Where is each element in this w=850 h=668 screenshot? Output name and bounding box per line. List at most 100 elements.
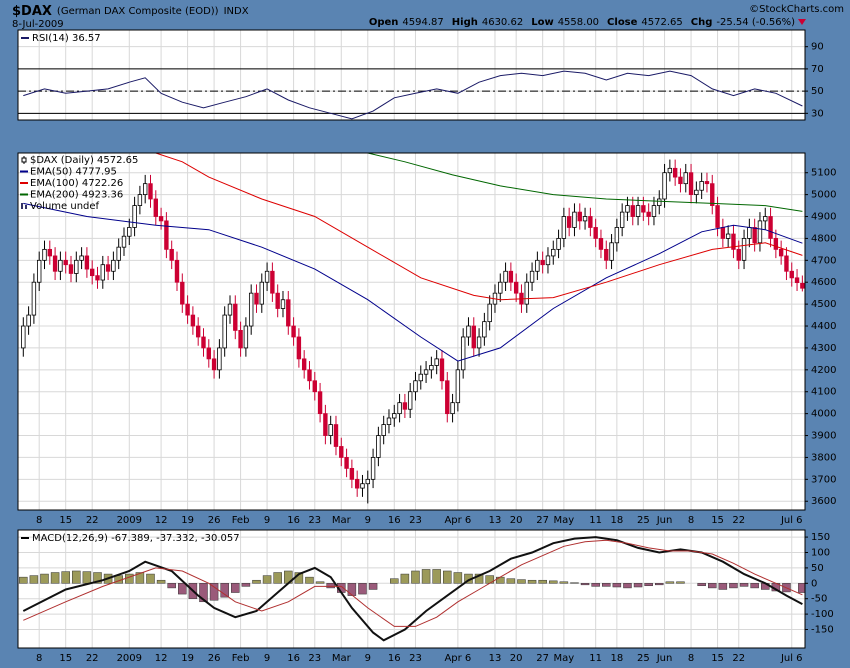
x-tick-label: Mar	[332, 653, 352, 664]
histogram-bar	[570, 582, 579, 584]
histogram-bar	[549, 580, 558, 584]
candle-body	[89, 268, 95, 277]
histogram-bar	[252, 579, 261, 584]
candle-body	[551, 248, 556, 257]
candle-body	[180, 281, 185, 305]
x-tick-label: 23	[409, 515, 422, 526]
x-tick-label: 20	[510, 515, 523, 526]
candle-body	[280, 299, 286, 309]
histogram-bar	[220, 583, 229, 598]
candle-body	[529, 270, 535, 283]
x-tick-label: 8	[688, 515, 694, 526]
candle-body	[402, 402, 408, 410]
histogram-bar	[178, 583, 187, 595]
label: Chg	[691, 17, 713, 28]
candle-body	[720, 227, 726, 239]
candle-body	[392, 413, 397, 419]
candle-body	[524, 281, 529, 305]
candle-body	[349, 467, 355, 480]
x-tick-label: 19	[181, 653, 194, 664]
y-tick-label: 3600	[811, 496, 836, 507]
x-tick-label: 15	[59, 515, 72, 526]
candle-body	[619, 211, 625, 228]
candle-body	[503, 270, 508, 283]
y-tick-label: 4200	[811, 365, 836, 376]
x-tick-label: 2009	[117, 653, 142, 664]
histogram-bar	[93, 572, 102, 584]
candle-body	[471, 325, 476, 349]
x-tick-label: 18	[610, 515, 623, 526]
candle-body	[482, 321, 487, 338]
y-tick-label: 70	[811, 64, 824, 75]
candle-body	[582, 216, 588, 222]
candle-body	[153, 198, 158, 217]
candle-body	[609, 242, 614, 261]
candle-body	[736, 248, 741, 261]
histogram-bar	[347, 583, 357, 596]
candle-body	[725, 233, 731, 239]
histogram-bar	[167, 583, 176, 589]
candle-body	[672, 167, 678, 178]
x-tick-label: 12	[155, 653, 168, 664]
x-tick-label: 11	[589, 653, 602, 664]
histogram-bar	[368, 583, 378, 590]
y-tick-label: 50	[811, 86, 824, 97]
y-tick-label: 4500	[811, 299, 836, 310]
histogram-bar	[612, 583, 622, 588]
candle-body	[185, 303, 190, 316]
plot-area	[18, 530, 805, 648]
panel-border	[17, 29, 806, 121]
y-tick-label: 30	[811, 108, 824, 119]
series-line	[155, 153, 803, 301]
histogram-bar	[305, 576, 314, 584]
y-tick-label: 50	[811, 563, 824, 574]
candle-body	[757, 220, 763, 244]
candle-body	[429, 365, 434, 371]
candle-body	[450, 402, 455, 415]
histogram-bar	[135, 572, 145, 584]
plot-area	[18, 153, 805, 510]
candle-body	[508, 270, 514, 283]
y-tick-label: 4400	[811, 321, 836, 332]
legend-icon	[25, 205, 27, 209]
y-tick-label: 4900	[811, 212, 836, 223]
y-tick-label: 3800	[811, 452, 836, 463]
candle-body	[148, 183, 153, 200]
histogram-bar	[40, 573, 49, 584]
candle-body	[211, 358, 217, 371]
candle-body	[513, 281, 519, 294]
x-tick-label: 20	[510, 653, 523, 664]
panel	[18, 153, 805, 510]
candle-body	[301, 358, 307, 371]
x-tick-label: 15	[59, 653, 72, 664]
value: 4572.65	[641, 17, 682, 28]
histogram-bar	[315, 581, 325, 584]
histogram-bar	[496, 576, 505, 584]
x-tick-label: Apr 6	[444, 515, 471, 526]
x-tick-label: 26	[208, 515, 221, 526]
candle-body	[577, 211, 582, 222]
y-tick-label: 90	[811, 42, 824, 53]
y-tick-label: 5100	[811, 168, 836, 179]
x-tick-label: 15	[711, 515, 724, 526]
label: High	[452, 17, 478, 28]
candle-body	[566, 216, 572, 228]
candle-body	[800, 282, 805, 289]
series-line	[367, 153, 803, 212]
header-date: 8-Jul-2009	[12, 19, 64, 30]
candle-body	[339, 446, 344, 458]
copyright: ©StockCharts.com	[749, 4, 844, 15]
legend-label: EMA(50) 4777.95	[30, 167, 117, 178]
candle-body	[291, 325, 296, 338]
histogram-bar	[125, 573, 134, 584]
x-tick-label: 13	[489, 515, 502, 526]
candle-body	[386, 417, 392, 425]
histogram-bar	[750, 583, 759, 589]
candle-body	[42, 248, 47, 261]
candle-body	[105, 264, 111, 272]
x-tick-label: 12	[155, 515, 168, 526]
histogram-bar	[326, 583, 335, 589]
candle-body	[699, 181, 704, 191]
candle-body	[604, 248, 609, 261]
candle-body	[715, 205, 720, 228]
